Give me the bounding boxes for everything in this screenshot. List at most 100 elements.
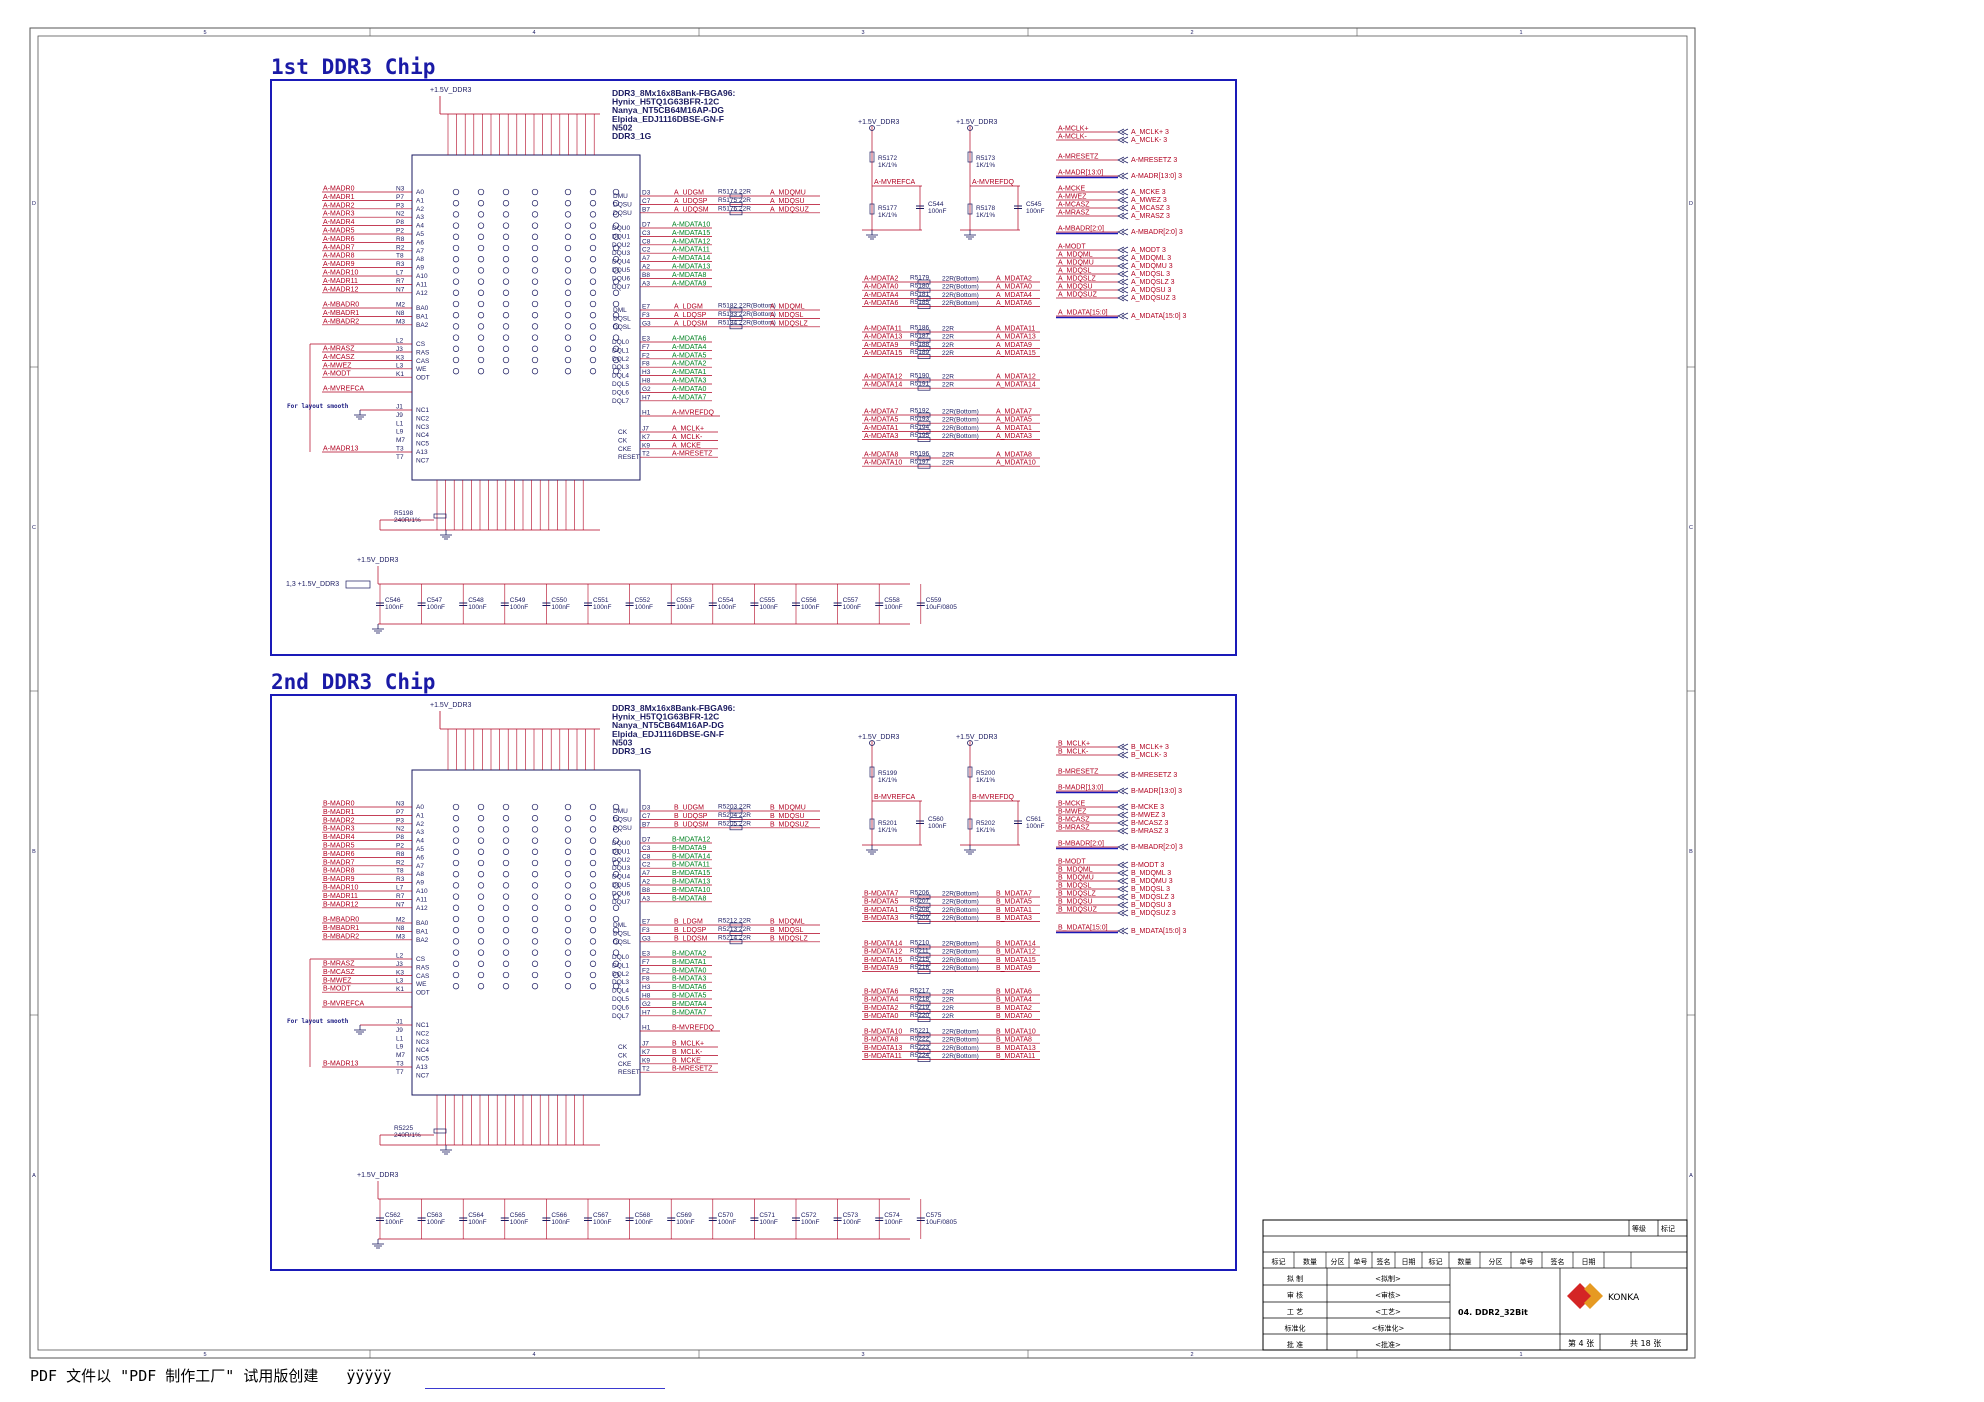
ball-pad [502,244,510,252]
addr-net-label: A-MADR3 [323,211,355,218]
dq-net-label: A-MDATA7 [672,394,706,401]
port-net-label: B_MDQML [1058,867,1093,874]
vrefca-net-label: B-MVREFCA [323,1001,365,1008]
ball-pad [589,188,597,196]
series-resistor-ref: R5176 22R [718,205,751,212]
series-out-label: B_MDATA7 [996,891,1032,898]
port-target-label: B-MWEZ 3 [1131,812,1165,819]
konka-logo-icon: KONKA [1567,1283,1640,1309]
ball-pad [477,871,485,878]
pin-number: J3 [396,961,403,968]
series-resistor-value: 22R(Bottom) [942,1029,979,1036]
pin-signal: DQL5 [612,381,629,388]
ball-pad [531,971,539,979]
ball-pad [502,289,510,296]
pin-number: J1 [396,1019,403,1026]
pin-number: C2 [642,247,651,254]
series-out-label: B_MDATA13 [996,1045,1036,1052]
port-net-label: A_MDQMU [1058,260,1094,267]
port-net-label: A-MWEZ [1058,194,1087,201]
ball-pad [452,256,460,263]
offsheet-arrow-icon [1117,811,1129,819]
ball-pad [502,345,510,352]
resistor-icon [917,346,931,351]
port-target-label: B_MDQSU 3 [1131,902,1172,909]
ball-pad [502,188,510,196]
pin-number: M7 [396,437,405,444]
ball-pad [564,323,572,330]
ball-pad [452,837,460,844]
ball-pad [531,949,539,956]
a13-net-label: A-MADR13 [323,446,359,453]
resistor-icon [917,304,931,309]
offsheet-arrow-icon [1117,286,1129,294]
ball-pad [612,278,620,285]
pdf-watermark-footer: PDF 文件以 "PDF 制作工厂" 试用版创建 ÿÿÿÿÿ [30,1365,392,1386]
port-net-label: B-MRASZ [1058,825,1090,832]
ball-pad [477,983,485,990]
tb-company-name: KONKA [1608,1293,1640,1303]
port-target-label: A_MCLK+ 3 [1131,129,1169,136]
tb-sheet-number: 第 4 张 [1568,1338,1594,1348]
ball-pad [589,244,597,252]
pin-number: K9 [642,442,650,449]
ball-pad [452,211,460,218]
pin-signal: RAS [416,964,430,971]
ball-pad [452,334,460,341]
pin-number: M2 [396,917,405,924]
addr-net-label: A-MADR9 [323,261,355,268]
ball-pad [531,893,539,900]
pin-signal: A4 [416,223,424,230]
pin-number: P7 [396,809,404,816]
ba-net-label: A-MBADR1 [323,310,359,317]
pin-signal: DQL3 [612,364,629,371]
pin-number: L7 [396,270,404,277]
footer-link[interactable]: ÿÿÿÿÿ [346,1367,392,1385]
series-out-label: B_MDATA15 [996,957,1036,964]
pin-number: H8 [642,378,651,385]
addr-net-label: A-MADR7 [323,244,355,251]
series-resistor-value: 22R(Bottom) [942,409,979,416]
resistor-icon [917,902,931,908]
series-out-label: B_MDATA5 [996,899,1032,906]
ball-pad [477,345,485,352]
ball-pad [564,960,572,967]
ball-pad [531,300,539,308]
port-net-label: B-MWEZ [1058,809,1087,816]
dqs-out-label: B_MDQSLZ [770,935,808,942]
ball-pad [564,803,572,811]
ball-pad [564,971,572,979]
pin-number: C7 [642,813,651,820]
dqs-out-label: A_MDQML [770,304,805,311]
series-resistor-value: 22R(Bottom) [942,276,979,283]
resistor-icon [917,1009,931,1014]
ball-pad [612,200,620,207]
series-out-label: B_MDATA1 [996,907,1032,914]
resistor-icon [917,412,931,418]
pin-signal: ODT [416,375,430,382]
offsheet-arrow-icon [1117,196,1129,204]
decap-ref: C564 [468,1212,484,1219]
ball-pad [589,859,597,867]
addr-net-label: A-MADR4 [323,219,355,226]
pin-signal: DQL0 [612,954,629,961]
pin-signal: A12 [416,905,428,912]
port-net-label: A-MCLK+ [1058,126,1089,133]
ball-pad [502,368,510,375]
pin-signal: NC4 [416,432,429,439]
ck-net-label: A_MCKE [672,442,701,449]
ball-pad [502,915,510,923]
vrefdq-net-label: A-MVREFDQ [672,410,715,417]
decap-ref: C547 [427,597,443,604]
pin-number: J9 [396,1027,403,1034]
frame-col-marker: 4 [532,30,535,36]
pin-signal: DQU3 [612,865,630,872]
pin-number: M3 [396,933,405,940]
ball-pad [502,893,510,900]
dq-net-label: B-MDATA7 [672,1009,706,1016]
offsheet-arrow-icon [1117,246,1129,254]
vref-cap-ref: C561 [1026,816,1042,823]
pin-number: E3 [642,336,650,343]
pin-signal: CK [618,1044,628,1051]
